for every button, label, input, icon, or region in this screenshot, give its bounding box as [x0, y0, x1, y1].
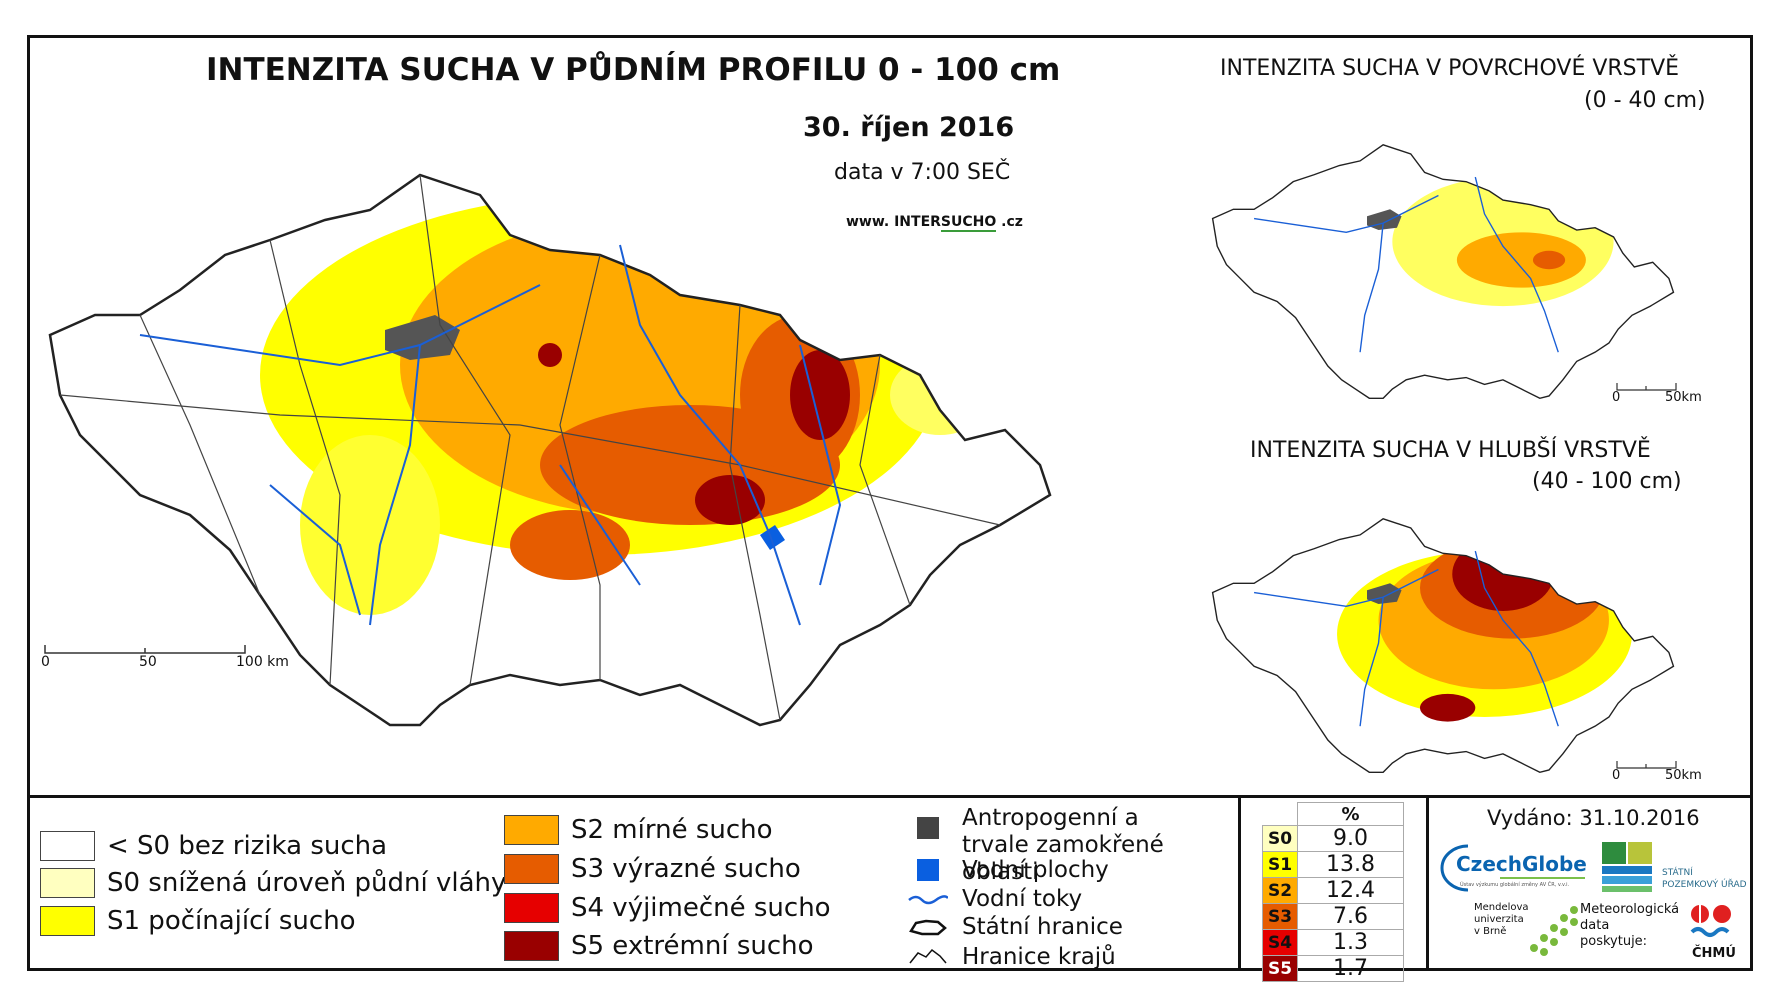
chmu-logo: ČHMÚ [1684, 902, 1744, 964]
inset-surface-scale-50: 50km [1665, 390, 1702, 405]
table-row: S4 1.3 [1262, 929, 1404, 956]
inset-deep-map [1211, 518, 1675, 773]
meteo-data-label: Meteorologická data poskytuje: [1580, 902, 1680, 949]
legend-item-s3: S3 výrazné sucho [504, 854, 801, 884]
blue-square-icon [908, 855, 948, 885]
inset-deep-range: (40 - 100 cm) [1532, 469, 1682, 494]
legend-vsep-2 [1426, 798, 1429, 971]
river-line-icon [908, 884, 948, 914]
legend-symbol-anthropogenic: Antropogenní a trvale zamokřené oblasti [908, 805, 1212, 886]
legend-item-s2: S2 mírné sucho [504, 815, 773, 845]
table-row: S1 13.8 [1262, 851, 1404, 878]
inset-deep-title: INTENZITA SUCHA V HLUBŠÍ VRSTVĚ [1250, 438, 1651, 463]
inset-deep-scale-50: 50km [1665, 768, 1702, 783]
mendel-university-logo: Mendelova univerzita v Brně [1474, 902, 1584, 966]
scale-100: 100 km [236, 654, 289, 670]
czechglobe-logo: CzechGlobe Ústav výzkumu globální změny … [1440, 838, 1590, 898]
mendel-dots-icon [1530, 906, 1578, 956]
inset-deep-scale-bar [1616, 761, 1677, 769]
legend-item-s5: S5 extrémní sucho [504, 931, 814, 961]
main-title: INTENZITA SUCHA V PŮDNÍM PROFILU 0 - 100… [206, 52, 1061, 88]
table-row: S0 9.0 [1262, 825, 1404, 852]
map-frame [27, 35, 1753, 971]
scale-0: 0 [41, 654, 50, 670]
legend-item-s0: S0 snížená úroveň půdní vláhy [40, 868, 506, 898]
issued-date: Vydáno: 31.10.2016 [1487, 806, 1700, 830]
scale-50: 50 [139, 654, 157, 670]
legend-symbol-state-border: Státní hranice [908, 912, 1123, 942]
legend-item-s4: S4 výjimečné sucho [504, 893, 831, 923]
inset-surface-range: (0 - 40 cm) [1584, 88, 1706, 113]
percent-table: % S0 9.0 S1 13.8 S2 12.4 S3 7.6 S4 1.3 S5 1.7 [1262, 802, 1404, 982]
legend-vsep-1 [1238, 798, 1241, 971]
table-row: S5 1.7 [1262, 955, 1404, 982]
region-border-icon [908, 942, 948, 972]
inset-surface-map [1211, 144, 1675, 399]
percent-header: % [1297, 802, 1404, 826]
table-row: S2 12.4 [1262, 877, 1404, 904]
dark-square-icon [908, 813, 948, 843]
inset-deep-scale-0: 0 [1612, 768, 1621, 783]
map-date: 30. říjen 2016 [803, 112, 1015, 143]
inset-surface-title: INTENZITA SUCHA V POVRCHOVÉ VRSTVĚ [1220, 56, 1680, 81]
legend-item-s1: S1 počínající sucho [40, 906, 356, 936]
state-border-icon [908, 912, 948, 942]
legend-symbol-region-border: Hranice krajů [908, 942, 1116, 972]
website-link[interactable]: www. INTERSUCHO .cz [846, 214, 1023, 232]
legend-item-none: < S0 bez rizika sucha [40, 831, 387, 861]
inset-surface-scale-bar [1616, 383, 1677, 391]
main-scale-bar [44, 645, 246, 654]
main-drought-map [44, 173, 1052, 727]
legend-divider [27, 795, 1753, 798]
chmu-icon [1690, 905, 1731, 937]
inset-surface-scale-0: 0 [1612, 390, 1621, 405]
legend-symbol-rivers: Vodní toky [908, 884, 1082, 914]
legend-symbol-water-bodies: Vodní plochy [908, 855, 1109, 885]
spu-logo: STÁTNÍ POZEMKOVÝ ÚŘAD [1602, 842, 1747, 894]
data-time: data v 7:00 SEČ [834, 160, 1011, 185]
table-row: S3 7.6 [1262, 903, 1404, 930]
